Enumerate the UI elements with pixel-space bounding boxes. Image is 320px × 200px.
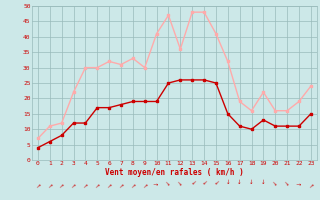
Text: ↓: ↓ [94,180,101,187]
Text: ↓: ↓ [201,180,207,187]
Text: ↓: ↓ [226,180,230,185]
Text: ↓: ↓ [130,180,136,187]
Text: ↓: ↓ [308,180,314,187]
Text: ↓: ↓ [154,180,159,185]
Text: ↓: ↓ [117,180,124,187]
Text: ↓: ↓ [165,180,172,187]
Text: ↓: ↓ [82,180,89,187]
Text: ↓: ↓ [106,180,113,187]
Text: ↓: ↓ [70,180,77,187]
Text: ↓: ↓ [177,180,184,187]
Text: ↓: ↓ [297,180,301,185]
Text: ↓: ↓ [272,180,279,187]
Text: ↓: ↓ [261,180,266,185]
Text: ↓: ↓ [212,180,219,187]
Text: ↓: ↓ [46,180,53,187]
Text: ↓: ↓ [189,180,196,187]
X-axis label: Vent moyen/en rafales ( km/h ): Vent moyen/en rafales ( km/h ) [105,168,244,177]
Text: ↓: ↓ [284,180,291,187]
Text: ↓: ↓ [237,180,242,185]
Text: ↓: ↓ [35,180,41,187]
Text: ↓: ↓ [58,180,65,187]
Text: ↓: ↓ [249,180,254,185]
Text: ↓: ↓ [141,180,148,187]
